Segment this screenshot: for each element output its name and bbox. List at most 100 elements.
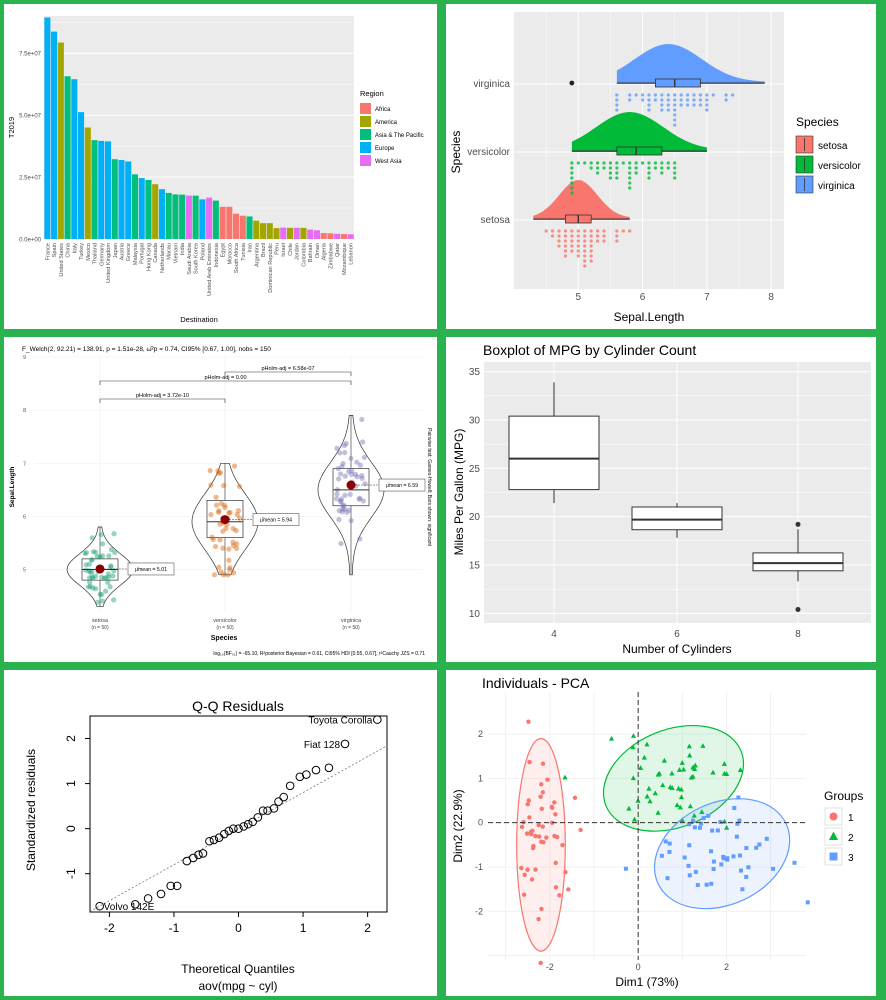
rain-dot xyxy=(666,98,670,102)
data-point xyxy=(359,475,365,482)
data-point xyxy=(538,960,543,966)
data-point xyxy=(225,572,231,578)
data-point xyxy=(732,805,737,810)
data-point xyxy=(235,508,242,514)
data-point xyxy=(226,557,232,563)
data-point xyxy=(360,498,366,504)
data-point xyxy=(652,790,658,796)
box xyxy=(508,415,600,491)
rain-dot xyxy=(705,98,709,102)
data-point xyxy=(578,827,583,833)
rain-dot xyxy=(673,118,677,122)
rain-dot xyxy=(640,161,645,165)
bar xyxy=(300,227,307,239)
x-tick-label: United Arab Emirates xyxy=(207,243,213,296)
violin-outline xyxy=(191,462,259,576)
legend-label: virginica xyxy=(818,181,855,192)
rain-dot xyxy=(570,181,574,185)
bar xyxy=(179,194,186,239)
rain-dot xyxy=(660,171,664,175)
rain-dot xyxy=(583,161,587,165)
data-point xyxy=(731,854,736,859)
data-point xyxy=(354,474,360,480)
data-point xyxy=(87,579,93,585)
bar xyxy=(125,161,132,239)
rain-dot xyxy=(589,244,593,248)
bar xyxy=(340,234,347,239)
data-point xyxy=(208,482,214,488)
data-point xyxy=(744,874,749,879)
rain-dot xyxy=(698,103,703,107)
data-point xyxy=(234,541,240,547)
data-point xyxy=(98,531,104,538)
data-point xyxy=(269,804,279,813)
bar xyxy=(84,127,91,239)
bar xyxy=(91,140,98,239)
x-tick-label: Hong Kong xyxy=(146,243,152,271)
rain-dot xyxy=(692,93,696,97)
bar xyxy=(192,195,199,239)
rain-dot xyxy=(570,171,574,175)
rain-dot xyxy=(628,181,632,185)
x-tick-label: Poland xyxy=(200,243,206,260)
rain-dot xyxy=(595,234,600,238)
data-point xyxy=(527,759,532,765)
panel-mpg-boxplot: Boxplot of MPG by Cylinder Count 10 15 20 25… xyxy=(446,337,876,662)
x-tick-label: -2 xyxy=(546,962,554,972)
data-point xyxy=(218,501,224,507)
data-point xyxy=(692,766,698,772)
rain-dot xyxy=(544,229,548,233)
data-point xyxy=(373,715,382,724)
y-axis-title: Sepal.Length xyxy=(9,467,16,508)
density-cloud xyxy=(533,180,630,220)
legend-title: Region xyxy=(360,89,384,98)
rain-dot xyxy=(576,254,580,258)
data-point xyxy=(660,782,666,788)
bar xyxy=(145,180,152,239)
data-point xyxy=(342,506,348,512)
x-tick-label: United States xyxy=(59,243,65,277)
rain-dot xyxy=(660,161,664,165)
data-point xyxy=(521,892,527,897)
data-point xyxy=(341,502,347,508)
panel-qq: Q-Q Residuals -2 -1 0 1 2 -1 0 1 2 Volvo 142E Fiat … xyxy=(4,670,437,996)
data-point xyxy=(737,818,742,823)
y-tick-label: -1 xyxy=(475,862,483,872)
data-point xyxy=(343,440,349,447)
data-point xyxy=(528,829,534,835)
bar xyxy=(253,220,260,239)
mpg-boxplot: Boxplot of MPG by Cylinder Count 10 15 20 25… xyxy=(452,342,871,656)
bar xyxy=(131,174,139,239)
data-point xyxy=(248,817,258,827)
x-tick-label: Italy xyxy=(72,243,78,253)
data-point xyxy=(566,887,571,892)
y-tick-label: 0 xyxy=(64,825,78,832)
rain-dot xyxy=(705,108,709,112)
rain-dot xyxy=(634,171,638,175)
data-point xyxy=(221,502,228,508)
rain-dot xyxy=(570,244,574,248)
data-point xyxy=(711,859,716,864)
data-point xyxy=(771,866,776,871)
rain-dot xyxy=(653,166,658,170)
bar xyxy=(71,79,78,239)
data-point xyxy=(719,862,724,867)
data-point xyxy=(693,869,698,874)
data-point xyxy=(734,834,739,839)
data-point xyxy=(359,473,365,479)
data-point xyxy=(805,900,810,905)
bar xyxy=(138,178,145,239)
data-point xyxy=(737,767,744,772)
data-point xyxy=(236,483,243,489)
data-point xyxy=(90,585,96,591)
data-point xyxy=(553,885,559,890)
rain-dot xyxy=(570,234,574,238)
data-point xyxy=(210,536,216,542)
x-tick-label: -1 xyxy=(169,921,180,935)
data-point xyxy=(130,900,140,909)
legend-label: versicolor xyxy=(818,161,861,172)
data-point xyxy=(311,765,321,775)
rain-dot xyxy=(608,161,613,165)
rain-dot xyxy=(647,166,651,170)
data-point xyxy=(631,816,638,822)
